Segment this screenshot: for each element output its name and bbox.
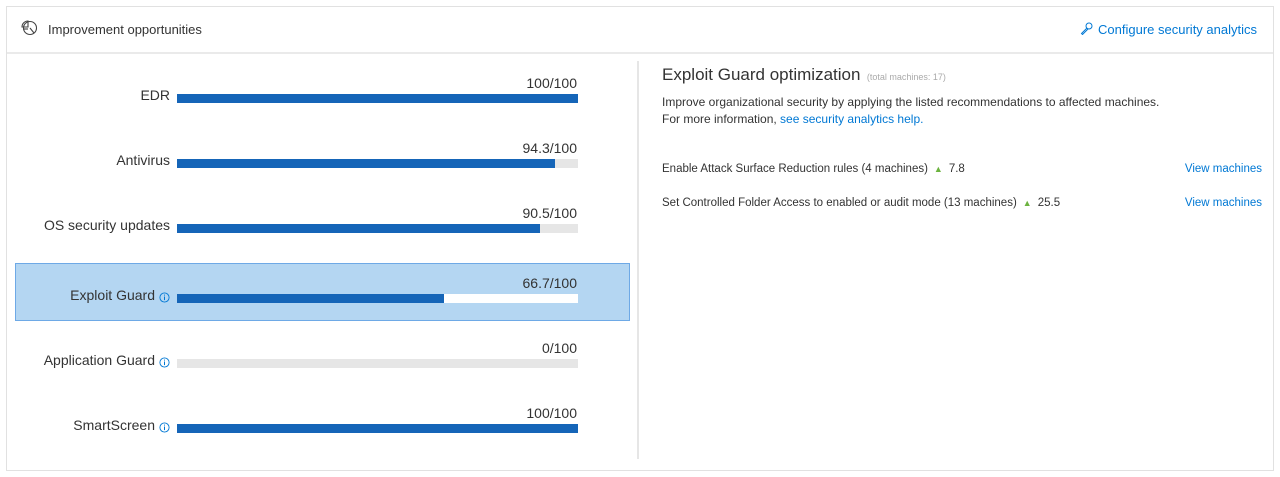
recommendation-text: Enable Attack Surface Reduction rules (4… bbox=[662, 163, 928, 175]
more-info-line: For more information, see security analy… bbox=[662, 111, 1262, 128]
triangle-up-icon: ▲ bbox=[933, 164, 943, 174]
category-label-group: Application Guard bbox=[44, 352, 170, 368]
score-bar-fill bbox=[177, 159, 556, 168]
category-row[interactable]: OS security updates 90.5/100 bbox=[15, 193, 630, 251]
category-label: SmartScreen bbox=[73, 417, 155, 433]
score-bar-track bbox=[177, 294, 578, 303]
detail-title: Exploit Guard optimization bbox=[662, 65, 861, 84]
security-analytics-help-link[interactable]: see security analytics help. bbox=[780, 112, 924, 126]
recommendation-delta: 25.5 bbox=[1037, 197, 1061, 209]
view-machines-link[interactable]: View machines bbox=[1184, 197, 1262, 209]
wrench-icon bbox=[1080, 22, 1093, 38]
recommendation-row: Enable Attack Surface Reduction rules (4… bbox=[662, 152, 1262, 186]
category-score: 94.3/100 bbox=[522, 140, 578, 156]
category-score-list: EDR 100/100 Antivirus 94.3/100 OS security u… bbox=[7, 55, 637, 465]
description-text: Improve organizational security by apply… bbox=[662, 95, 1160, 109]
category-label: EDR bbox=[140, 87, 170, 103]
category-score: 100/100 bbox=[526, 405, 577, 421]
view-machines-link[interactable]: View machines bbox=[1184, 163, 1262, 175]
category-score: 0/100 bbox=[541, 340, 577, 356]
detail-heading: Exploit Guard optimization (total machin… bbox=[662, 65, 1262, 85]
category-row[interactable]: Application Guard 0/100 bbox=[15, 328, 630, 386]
panel-header: Improvement opportunities Configure secu… bbox=[7, 7, 1273, 54]
category-score: 90.5/100 bbox=[522, 205, 578, 221]
category-label: Antivirus bbox=[116, 152, 170, 168]
score-bar-fill bbox=[177, 294, 445, 303]
triangle-up-icon: ▲ bbox=[1022, 198, 1032, 208]
detail-pane: Exploit Guard optimization (total machin… bbox=[662, 65, 1262, 220]
category-row[interactable]: Exploit Guard 66.7/100 bbox=[15, 263, 630, 321]
pie-chart-icon bbox=[21, 19, 38, 41]
configure-link-label: Configure security analytics bbox=[1098, 22, 1257, 37]
recommendation-delta: 7.8 bbox=[948, 163, 965, 175]
category-label: OS security updates bbox=[43, 217, 170, 233]
recommendation-row: Set Controlled Folder Access to enabled … bbox=[662, 186, 1262, 220]
category-score: 100/100 bbox=[526, 75, 577, 91]
recommendation-text: Set Controlled Folder Access to enabled … bbox=[662, 197, 1017, 209]
category-label-group: Antivirus bbox=[116, 152, 170, 168]
category-label: Exploit Guard bbox=[70, 287, 155, 303]
recommendation-text-group: Enable Attack Surface Reduction rules (4… bbox=[662, 163, 965, 175]
info-icon[interactable] bbox=[159, 355, 170, 368]
panel-title: Improvement opportunities bbox=[48, 22, 202, 37]
category-label-group: EDR bbox=[140, 87, 170, 103]
category-label: Application Guard bbox=[43, 352, 155, 368]
info-icon[interactable] bbox=[159, 420, 170, 433]
configure-security-analytics-link[interactable]: Configure security analytics bbox=[1080, 22, 1257, 38]
improvement-opportunities-panel: Improvement opportunities Configure secu… bbox=[6, 6, 1274, 471]
category-row[interactable]: SmartScreen 100/100 bbox=[15, 393, 630, 451]
category-row[interactable]: Antivirus 94.3/100 bbox=[15, 128, 630, 186]
info-icon[interactable] bbox=[159, 290, 170, 303]
more-info-prefix: For more information, bbox=[662, 112, 781, 126]
recommendation-list: Enable Attack Surface Reduction rules (4… bbox=[662, 152, 1262, 220]
score-bar-track bbox=[177, 94, 578, 103]
score-bar-track bbox=[177, 359, 578, 368]
detail-description: Improve organizational security by apply… bbox=[662, 94, 1262, 128]
category-label-group: Exploit Guard bbox=[70, 287, 170, 303]
header-title-group: Improvement opportunities bbox=[21, 19, 202, 41]
score-bar-fill bbox=[177, 424, 578, 433]
recommendation-text-group: Set Controlled Folder Access to enabled … bbox=[662, 197, 1060, 209]
score-bar-track bbox=[177, 224, 578, 233]
detail-subtitle: (total machines: 17) bbox=[866, 72, 946, 82]
category-score: 66.7/100 bbox=[522, 275, 578, 291]
score-bar-fill bbox=[177, 94, 578, 103]
category-label-group: OS security updates bbox=[44, 217, 170, 233]
column-divider bbox=[637, 61, 639, 459]
category-row[interactable]: EDR 100/100 bbox=[15, 63, 630, 121]
score-bar-track bbox=[177, 424, 578, 433]
category-label-group: SmartScreen bbox=[73, 417, 170, 433]
score-bar-track bbox=[177, 159, 578, 168]
score-bar-fill bbox=[177, 224, 540, 233]
